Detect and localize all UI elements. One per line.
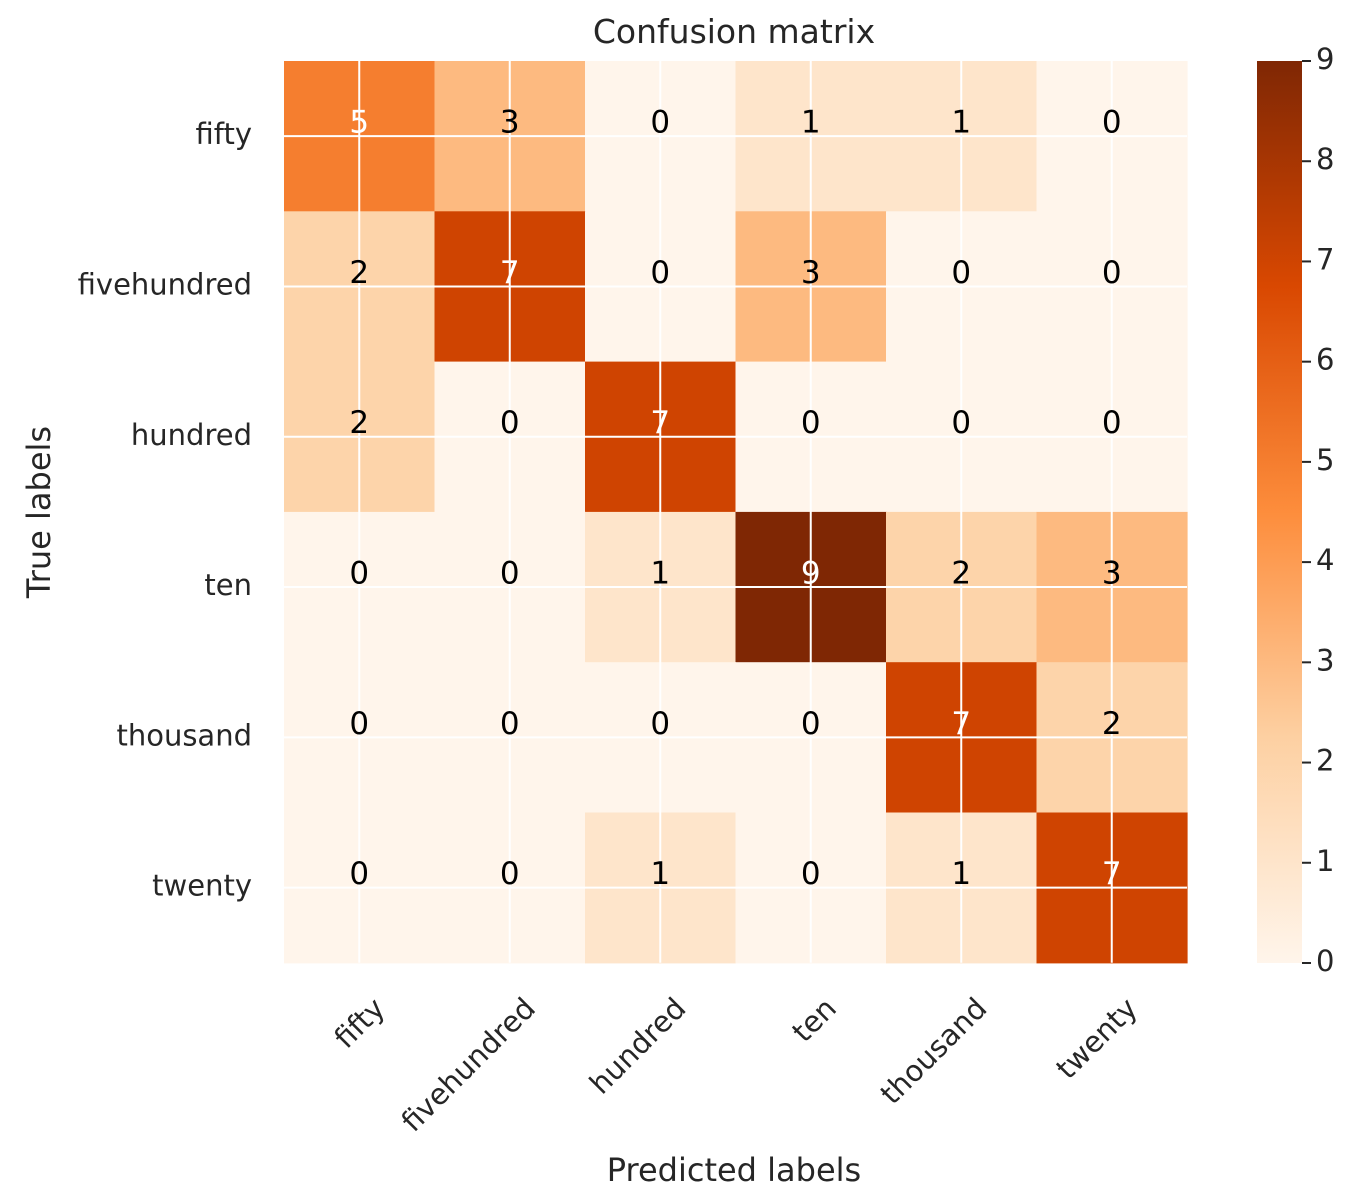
cell-value: 7 xyxy=(650,405,670,441)
colorbar-tick-label: 1 xyxy=(1316,844,1334,878)
colorbar-tick-label: 9 xyxy=(1316,42,1334,76)
y-tick-labels: fifty fivehundred hundred ten thousand twenty xyxy=(78,117,252,903)
cell-value: 1 xyxy=(951,856,971,892)
y-tick-label: fivehundred xyxy=(78,267,252,301)
cell-value: 1 xyxy=(801,105,821,141)
cell-value: 0 xyxy=(349,556,369,592)
y-tick-label: fifty xyxy=(196,117,253,151)
cell-value: 0 xyxy=(500,706,520,742)
heatmap-cells xyxy=(284,61,1188,964)
cell-value: 7 xyxy=(951,706,971,742)
x-tick-label: twenty xyxy=(1049,991,1144,1086)
x-tick-label: fivehundred xyxy=(395,991,542,1138)
colorbar-tick-label: 4 xyxy=(1316,543,1334,577)
x-tick-label: hundred xyxy=(583,991,693,1101)
cell-value: 0 xyxy=(801,856,821,892)
cell-value: 2 xyxy=(349,405,369,441)
y-tick-label: twenty xyxy=(152,869,252,903)
cell-value: 0 xyxy=(500,405,520,441)
cell-value: 7 xyxy=(1102,856,1122,892)
cell-value: 0 xyxy=(1102,105,1122,141)
cell-value: 1 xyxy=(650,556,670,592)
y-tick-label: thousand xyxy=(116,718,252,752)
cell-value: 3 xyxy=(801,255,821,291)
cell-value: 0 xyxy=(801,706,821,742)
cell-value: 1 xyxy=(650,856,670,892)
y-axis-label: True labels xyxy=(20,426,58,599)
colorbar-ticks: 0 1 2 3 4 5 6 7 8 9 xyxy=(1302,42,1334,978)
colorbar-tick-label: 3 xyxy=(1316,643,1334,677)
colorbar-tick-label: 0 xyxy=(1316,944,1334,978)
cell-value: 0 xyxy=(951,255,971,291)
cell-value: 9 xyxy=(801,556,821,592)
colorbar-tick-label: 5 xyxy=(1316,443,1334,477)
cell-value: 3 xyxy=(1102,556,1122,592)
y-tick-label: ten xyxy=(204,568,252,602)
cell-value: 5 xyxy=(349,105,369,141)
cell-value-labels: 5 3 0 1 1 0 2 7 0 3 0 0 2 0 7 0 0 0 0 0 1 9 2 3 0 0 0 0 7 2 0 0 1 0 1 7 xyxy=(349,105,1122,892)
y-tick-label: hundred xyxy=(131,418,252,452)
x-tick-label: thousand xyxy=(874,991,994,1111)
cell-value: 0 xyxy=(349,706,369,742)
cell-value: 2 xyxy=(349,255,369,291)
cell-value: 0 xyxy=(500,856,520,892)
cell-value: 0 xyxy=(650,255,670,291)
x-tick-labels: fifty fivehundred hundred ten thousand twenty xyxy=(327,991,1143,1138)
cell-value: 0 xyxy=(349,856,369,892)
cell-value: 0 xyxy=(650,706,670,742)
x-axis-label: Predicted labels xyxy=(607,1151,861,1187)
cell-value: 0 xyxy=(801,405,821,441)
cell-value: 0 xyxy=(951,405,971,441)
heatmap-grid xyxy=(284,61,1187,963)
colorbar xyxy=(1257,61,1302,963)
x-tick-label: ten xyxy=(785,991,843,1049)
cell-value: 7 xyxy=(500,255,520,291)
cell-value: 0 xyxy=(1102,405,1122,441)
colorbar-tick-label: 2 xyxy=(1316,744,1334,778)
chart-title: Confusion matrix xyxy=(593,12,875,51)
colorbar-tick-label: 6 xyxy=(1316,343,1334,377)
cell-value: 0 xyxy=(650,105,670,141)
colorbar-tick-label: 7 xyxy=(1316,242,1334,276)
cell-value: 3 xyxy=(500,105,520,141)
cell-value: 0 xyxy=(500,556,520,592)
colorbar-tick-label: 8 xyxy=(1316,142,1334,176)
x-tick-label: fifty xyxy=(327,991,391,1055)
cell-value: 0 xyxy=(1102,255,1122,291)
cell-value: 1 xyxy=(951,105,971,141)
cell-value: 2 xyxy=(1102,706,1122,742)
cell-value: 2 xyxy=(951,556,971,592)
